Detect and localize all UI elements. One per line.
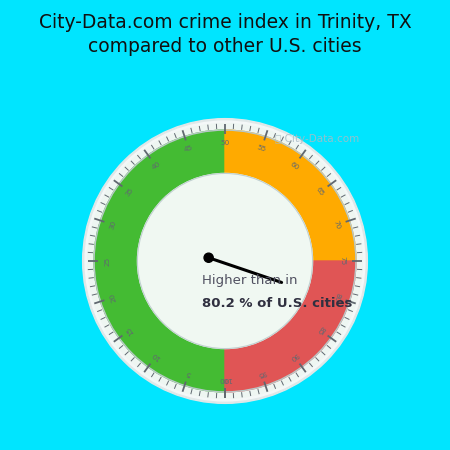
Text: 5: 5	[185, 369, 192, 377]
Text: City-Data.com crime index in Trinity, TX
compared to other U.S. cities: City-Data.com crime index in Trinity, TX…	[39, 14, 411, 56]
Text: 95: 95	[256, 369, 267, 378]
Wedge shape	[225, 130, 356, 261]
Text: 0: 0	[223, 376, 227, 382]
Text: 80: 80	[333, 292, 342, 303]
Text: Higher than in: Higher than in	[202, 274, 297, 287]
Wedge shape	[94, 130, 225, 392]
Text: 15: 15	[125, 325, 135, 336]
Circle shape	[85, 121, 365, 401]
Text: 60: 60	[289, 161, 300, 171]
Text: 100: 100	[218, 376, 232, 382]
Text: 20: 20	[108, 292, 117, 303]
Circle shape	[88, 124, 362, 398]
Wedge shape	[225, 261, 356, 392]
Circle shape	[83, 119, 367, 403]
Text: 40: 40	[150, 161, 161, 171]
Circle shape	[137, 173, 313, 349]
Text: 30: 30	[108, 219, 117, 230]
Circle shape	[204, 253, 213, 262]
Text: 80.2 % of U.S. cities: 80.2 % of U.S. cities	[202, 297, 352, 310]
Text: 75: 75	[340, 256, 346, 266]
Text: 45: 45	[183, 144, 194, 153]
Text: 70: 70	[333, 219, 342, 230]
Text: 55: 55	[256, 144, 267, 153]
Text: 25: 25	[104, 256, 110, 266]
Text: 35: 35	[125, 186, 135, 197]
Text: ⓘ City-Data.com: ⓘ City-Data.com	[274, 134, 359, 144]
Text: 90: 90	[289, 351, 300, 361]
Text: 85: 85	[315, 325, 325, 336]
Text: 10: 10	[150, 351, 161, 361]
Text: 50: 50	[220, 140, 230, 146]
Text: 65: 65	[315, 186, 325, 197]
